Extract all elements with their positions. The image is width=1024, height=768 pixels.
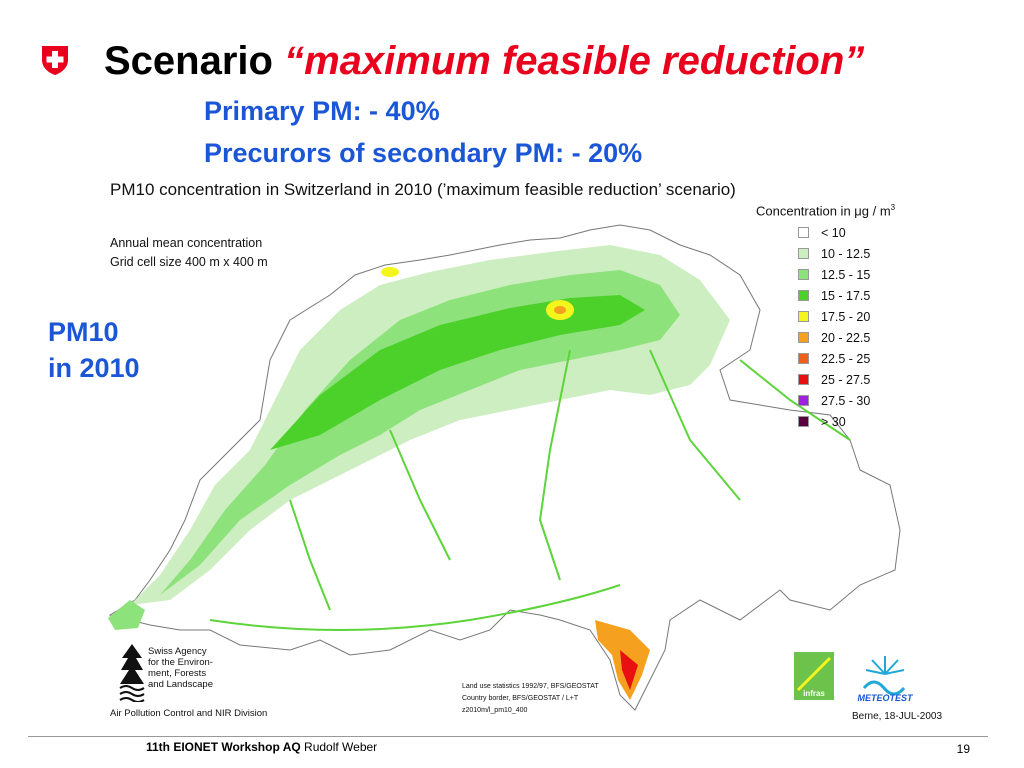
agency-name-line3: ment, Forests: [148, 668, 207, 679]
map-title: PM10 concentration in Switzerland in 201…: [110, 180, 736, 199]
legend-title-text: Concentration in μg / m: [756, 203, 891, 219]
legend-label: 25 - 27.5: [821, 372, 871, 387]
footer-workshop: 11th EIONET Workshop AQ: [146, 740, 301, 754]
legend-swatch: [798, 353, 809, 365]
swiss-cross-emblem-icon: [42, 46, 68, 75]
agency-name: Swiss Agency for the Environ- ment, Fore…: [148, 646, 238, 690]
date-credit: Berne, 18-JUL-2003: [852, 711, 943, 722]
legend-title-sup: 3: [890, 203, 896, 212]
subtitle-primary-pm: Primary PM: - 40%: [204, 96, 440, 126]
legend-swatch: [798, 290, 809, 302]
legend-label: 20 - 22.5: [821, 330, 871, 345]
zurich-core: [554, 306, 566, 314]
legend-swatch: [798, 416, 809, 428]
map-legend: Concentration in μg / m3 < 10 10 - 12.5 …: [754, 203, 895, 432]
legend-item: 20 - 22.5: [754, 327, 895, 348]
footer-author: Rudolf Weber: [304, 740, 378, 754]
geneva-zone: [108, 600, 145, 630]
legend-swatch: [798, 248, 809, 260]
legend-swatch: [798, 311, 809, 323]
agency-name-line1: Swiss Agency: [148, 646, 207, 657]
slide-title-main: Scenario: [104, 39, 273, 83]
legend-label: 12.5 - 15: [821, 267, 871, 282]
source-country-border: Country border, BFS/GEOSTAT / L+T: [462, 695, 579, 702]
slide-title-accent: “maximum feasible reduction”: [284, 39, 865, 83]
infras-logo-text: infras: [803, 689, 825, 698]
side-label-line1: PM10: [48, 317, 119, 347]
legend-item: 15 - 17.5: [754, 285, 895, 306]
switzerland-pm10-map: [108, 224, 901, 711]
footer-divider: [28, 736, 988, 737]
legend-swatch: [798, 332, 809, 344]
swiss-agency-logo-icon: [119, 644, 145, 702]
legend-item: 12.5 - 15: [754, 264, 895, 285]
legend-swatch: [798, 227, 809, 239]
legend-item: > 30: [754, 411, 895, 432]
legend-label: < 10: [821, 225, 846, 240]
page-number: 19: [956, 742, 970, 756]
map-note-grid-size: Grid cell size 400 m x 400 m: [110, 255, 268, 269]
map-note-annual-mean: Annual mean concentration: [110, 236, 263, 250]
subtitle-secondary-pm: Precurors of secondary PM: - 20%: [204, 138, 643, 168]
legend-swatch: [798, 395, 809, 407]
legend-label: 17.5 - 20: [821, 309, 871, 324]
side-label-line2: in 2010: [48, 353, 140, 383]
source-land-use: Land use statistics 1992/97, BFS/GEOSTAT: [462, 683, 599, 690]
legend-title: Concentration in μg / m3: [756, 203, 895, 218]
valley-lines: [209, 349, 851, 631]
basel-hotspot: [381, 267, 399, 277]
legend-items: < 10 10 - 12.5 12.5 - 15 15 - 17.5 17.5 …: [754, 222, 895, 432]
legend-label: 15 - 17.5: [821, 288, 871, 303]
legend-item: 10 - 12.5: [754, 243, 895, 264]
infras-logo-icon: infras: [794, 652, 834, 700]
ticino-core: [620, 650, 638, 690]
meteotest-logo-icon: METEOTEST: [857, 656, 914, 703]
legend-item: 17.5 - 20: [754, 306, 895, 327]
source-file-ref: z2010m/l_pm10_400: [462, 707, 528, 714]
legend-label: > 30: [821, 414, 846, 429]
side-label: PM10 in 2010: [48, 314, 140, 386]
legend-item: < 10: [754, 222, 895, 243]
legend-swatch: [798, 374, 809, 386]
agency-division: Air Pollution Control and NIR Division: [110, 708, 268, 719]
legend-item: 25 - 27.5: [754, 369, 895, 390]
agency-name-line2: for the Environ-: [148, 657, 213, 668]
footer: 11th EIONET Workshop AQ Rudolf Weber: [146, 740, 377, 754]
legend-label: 10 - 12.5: [821, 246, 871, 261]
legend-item: 27.5 - 30: [754, 390, 895, 411]
legend-label: 22.5 - 25: [821, 351, 871, 366]
legend-item: 22.5 - 25: [754, 348, 895, 369]
legend-label: 27.5 - 30: [821, 393, 871, 408]
meteotest-logo-text: METEOTEST: [857, 693, 914, 703]
agency-name-line4: and Landscape: [148, 679, 213, 690]
plateau-core-zone: [270, 295, 645, 450]
slide-title: Scenario “maximum feasible reduction”: [104, 38, 864, 84]
plateau-mid-zone: [160, 270, 680, 595]
legend-swatch: [798, 269, 809, 281]
